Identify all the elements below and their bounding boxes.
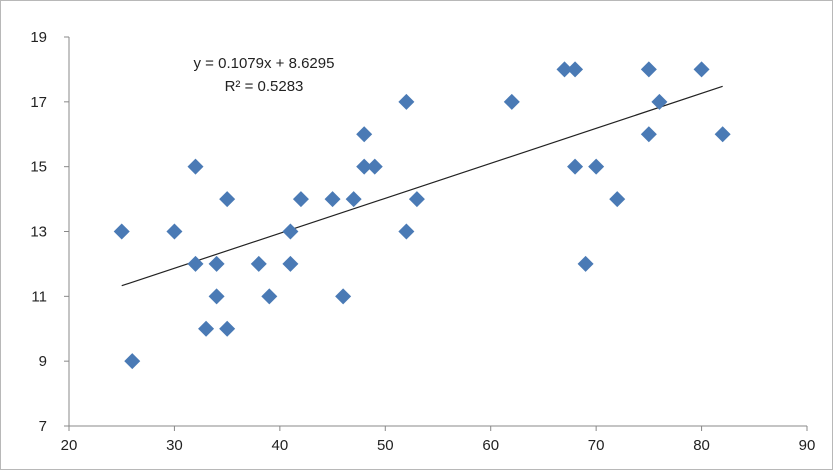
y-tick-label: 13: [30, 224, 47, 241]
data-point-marker: [346, 191, 362, 207]
data-point-marker: [694, 61, 710, 77]
data-point-marker: [251, 256, 267, 272]
y-tick-label: 7: [39, 418, 47, 435]
data-point-marker: [356, 126, 372, 142]
data-point-marker: [261, 288, 277, 304]
data-point-marker: [219, 191, 235, 207]
trendline: [122, 86, 723, 285]
x-tick-label: 20: [61, 437, 78, 454]
data-point-marker: [609, 191, 625, 207]
data-point-marker: [567, 159, 583, 175]
data-point-marker: [567, 61, 583, 77]
data-point-marker: [209, 288, 225, 304]
x-tick-label: 60: [482, 437, 499, 454]
y-tick-label: 9: [39, 353, 47, 370]
data-point-marker: [588, 159, 604, 175]
data-point-marker: [188, 159, 204, 175]
data-point-marker: [398, 94, 414, 110]
y-tick-label: 19: [30, 29, 47, 46]
data-point-marker: [198, 321, 214, 337]
y-tick-label: 15: [30, 159, 47, 176]
data-point-marker: [282, 256, 298, 272]
data-point-marker: [641, 61, 657, 77]
data-point-marker: [325, 191, 341, 207]
x-tick-label: 80: [693, 437, 710, 454]
x-tick-label: 40: [272, 437, 289, 454]
data-point-marker: [188, 256, 204, 272]
data-point-marker: [641, 126, 657, 142]
data-point-marker: [504, 94, 520, 110]
x-tick-label: 90: [799, 437, 816, 454]
data-point-marker: [651, 94, 667, 110]
data-point-marker: [219, 321, 235, 337]
x-tick-label: 70: [588, 437, 605, 454]
r-squared-label: R² = 0.5283: [225, 78, 304, 95]
y-tick-label: 17: [30, 94, 47, 111]
data-point-marker: [282, 224, 298, 240]
data-point-marker: [398, 224, 414, 240]
data-point-marker: [293, 191, 309, 207]
data-point-marker: [124, 353, 140, 369]
data-point-marker: [114, 224, 130, 240]
y-tick-label: 11: [31, 288, 47, 305]
data-point-marker: [409, 191, 425, 207]
data-point-marker: [166, 224, 182, 240]
data-point-marker: [367, 159, 383, 175]
x-tick-label: 50: [377, 437, 394, 454]
data-point-marker: [715, 126, 731, 142]
x-tick-label: 30: [166, 437, 183, 454]
data-point-marker: [209, 256, 225, 272]
data-point-marker: [335, 288, 351, 304]
data-point-marker: [578, 256, 594, 272]
trendline-equation: y = 0.1079x + 8.6295: [194, 55, 335, 72]
